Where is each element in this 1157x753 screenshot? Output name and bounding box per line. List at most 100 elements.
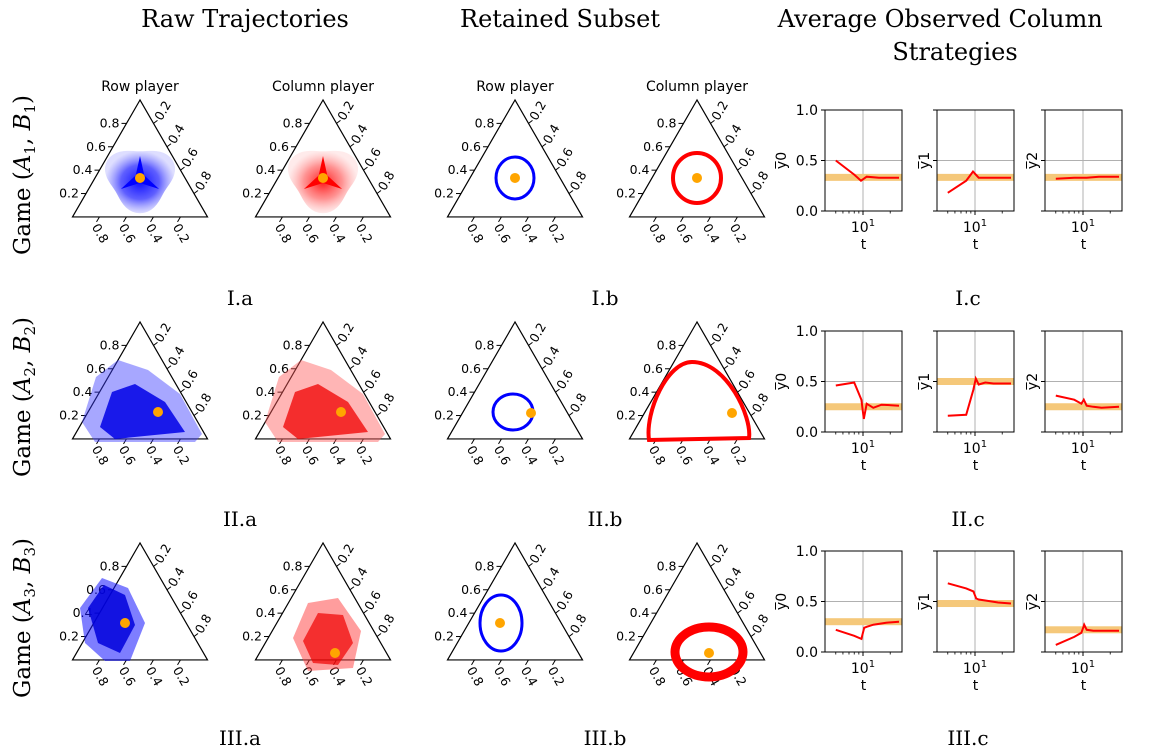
bottom-tick-label: 0.6 — [491, 221, 514, 246]
right-tick — [336, 119, 341, 124]
right-tick-label: 0.2 — [151, 98, 174, 123]
right-tick-label: 0.4 — [540, 565, 563, 590]
equilibrium-point — [526, 408, 536, 418]
left-tick-label: 0.6 — [643, 139, 663, 154]
x-axis-label: t — [861, 237, 867, 253]
right-tick — [541, 586, 547, 591]
left-tick-label: 0.4 — [448, 605, 468, 620]
bottom-tick — [653, 659, 657, 666]
header-average-line1: Average Observed Column — [777, 5, 1103, 33]
x-axis-label: t — [861, 678, 867, 694]
x-tick-label: 101 — [1071, 218, 1095, 236]
panel-label-III-c: III.c — [947, 726, 988, 750]
equilibrium-point — [318, 172, 328, 183]
game-suffix: ) — [10, 538, 36, 547]
right-tick-label: 0.2 — [151, 320, 174, 345]
bottom-tick-label: 0.6 — [299, 443, 322, 468]
trajectory-core — [120, 155, 160, 189]
right-tick — [153, 562, 158, 567]
right-tick — [180, 609, 185, 614]
right-tick — [180, 388, 185, 393]
equilibrium-point — [495, 618, 505, 628]
right-tick — [737, 609, 742, 614]
series-line — [947, 170, 1011, 194]
right-tick-label: 0.2 — [526, 541, 549, 566]
right-tick — [363, 166, 368, 171]
left-tick-label: 0.2 — [59, 629, 79, 644]
right-tick — [555, 166, 560, 171]
y-axis-label: y̅1 — [917, 152, 933, 170]
bottom-tick — [96, 659, 100, 666]
left-tick-label: 0.2 — [434, 629, 454, 644]
equilibrium-point — [510, 172, 520, 183]
bottom-tick-label: 0.8 — [464, 221, 487, 246]
right-tick — [193, 190, 199, 194]
bottom-tick-label: 0.6 — [673, 443, 696, 468]
left-tick-label: 0.6 — [461, 361, 481, 376]
right-tick — [336, 341, 341, 346]
x-tick-label: 101 — [963, 659, 987, 677]
right-tick — [166, 365, 172, 370]
bottom-tick-label: 0.2 — [353, 221, 376, 246]
bottom-tick-label: 0.8 — [464, 443, 487, 468]
bottom-tick — [707, 659, 711, 666]
nash-band — [1045, 403, 1122, 411]
right-tick — [349, 365, 355, 370]
series-line — [947, 582, 1012, 605]
bottom-tick-label: 0.4 — [700, 443, 723, 468]
right-tick-label: 0.4 — [165, 565, 188, 590]
nash-band — [825, 618, 902, 626]
bottom-tick — [471, 216, 475, 223]
left-tick-label: 0.8 — [283, 115, 303, 130]
right-tick — [710, 119, 715, 124]
left-tick-label: 0.6 — [643, 582, 663, 597]
bottom-tick-label: 0.2 — [545, 443, 568, 468]
right-tick — [723, 365, 729, 370]
y-axis-label: y̅1 — [917, 373, 933, 391]
y-tick-label: 0.5 — [796, 375, 818, 391]
bottom-tick-label: 0.4 — [518, 664, 541, 689]
bottom-tick — [734, 216, 738, 223]
right-tick — [180, 166, 185, 171]
right-tick — [541, 143, 547, 148]
left-tick-label: 0.8 — [657, 115, 677, 130]
right-tick — [750, 633, 756, 637]
left-tick-label: 0.2 — [616, 408, 636, 423]
left-tick-label: 0.4 — [256, 605, 276, 620]
right-tick — [376, 190, 382, 194]
right-tick-label: 0.4 — [348, 344, 371, 369]
bottom-tick — [498, 438, 502, 445]
ternary-frame — [628, 98, 766, 218]
bottom-tick — [552, 438, 556, 445]
line-plots: 0.00.51.0y̅0101ty̅1101ty̅2101t0.00.51.0y… — [774, 103, 1123, 694]
equilibrium-point — [135, 172, 145, 183]
bottom-tick-label: 0.8 — [272, 664, 295, 689]
bottom-tick-label: 0.2 — [170, 443, 193, 468]
bottom-tick — [279, 216, 283, 223]
game-prefix: Game ( — [10, 393, 36, 477]
bottom-tick — [525, 216, 529, 223]
right-tick — [166, 143, 172, 148]
bottom-tick-label: 0.2 — [727, 221, 750, 246]
left-tick-label: 0.6 — [643, 361, 663, 376]
bottom-tick-label: 0.8 — [89, 443, 112, 468]
bottom-tick — [360, 438, 364, 445]
bottom-tick — [333, 438, 337, 445]
x-tick-label: 101 — [1071, 439, 1095, 457]
game-prefix: Game ( — [10, 614, 36, 698]
label-column-player-a: Column player — [272, 79, 374, 95]
nash-band — [937, 173, 1014, 181]
left-tick-label: 0.8 — [100, 558, 120, 573]
label-column-player-b: Column player — [646, 79, 748, 95]
right-tick-label: 0.8 — [375, 611, 398, 636]
right-tick-label: 0.6 — [553, 367, 576, 392]
right-tick — [710, 562, 715, 567]
retained-cycle — [478, 593, 524, 653]
